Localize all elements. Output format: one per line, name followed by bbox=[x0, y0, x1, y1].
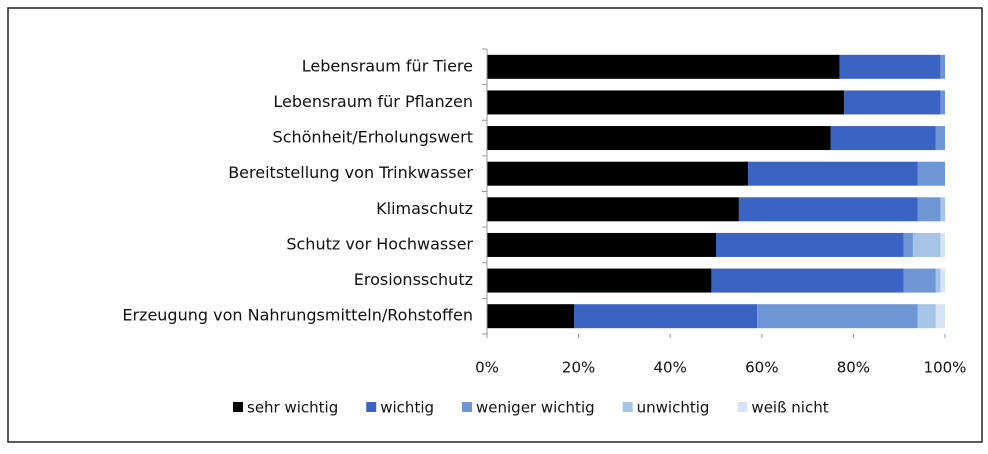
legend-label: weiß nicht bbox=[751, 399, 828, 417]
legend-swatch bbox=[462, 402, 473, 412]
x-tick-label: 20% bbox=[562, 359, 595, 377]
bar-segment bbox=[487, 90, 845, 115]
bar-segment bbox=[917, 161, 945, 186]
bar-segment bbox=[844, 90, 941, 115]
x-tick-label: 40% bbox=[654, 359, 687, 377]
y-tick-label: Schutz vor Hochwasser bbox=[286, 234, 473, 253]
bar-segment bbox=[738, 197, 918, 222]
x-tick-label: 80% bbox=[837, 359, 870, 377]
bar-segment bbox=[487, 197, 739, 222]
y-tick-label: Schönheit/Erholungswert bbox=[273, 128, 473, 147]
y-tick-label: Lebensraum für Tiere bbox=[302, 56, 473, 75]
legend-swatch bbox=[366, 402, 377, 412]
bar-segment bbox=[748, 161, 918, 186]
bar-segment bbox=[917, 304, 936, 329]
bar-segment bbox=[487, 232, 716, 257]
bar-segment bbox=[940, 54, 945, 79]
bar-segment bbox=[574, 304, 758, 329]
bar-segment bbox=[940, 268, 945, 293]
y-tick-label: Erosionsschutz bbox=[354, 270, 473, 289]
x-tick-label: 100% bbox=[924, 359, 967, 377]
y-tick-label: Klimaschutz bbox=[376, 199, 473, 218]
bar-segment bbox=[935, 268, 941, 293]
bar-segment bbox=[940, 232, 945, 257]
bar-segment bbox=[935, 304, 945, 329]
y-tick-label: Lebensraum für Pflanzen bbox=[273, 92, 473, 111]
bar-segment bbox=[487, 161, 749, 186]
legend-label: unwichtig bbox=[637, 399, 710, 417]
bar-segment bbox=[716, 232, 904, 257]
bar-segment bbox=[935, 126, 945, 151]
x-tick-label: 0% bbox=[475, 359, 499, 377]
x-tick-label: 60% bbox=[745, 359, 778, 377]
bar-segment bbox=[487, 304, 575, 329]
legend-swatch bbox=[737, 402, 748, 412]
bar-segment bbox=[912, 232, 941, 257]
legend-swatch bbox=[622, 402, 633, 412]
y-tick-label: Bereitstellung von Trinkwasser bbox=[228, 163, 473, 182]
legend-swatch bbox=[233, 402, 243, 412]
chart-frame bbox=[7, 7, 983, 443]
y-tick-label: Erzeugung von Nahrungsmitteln/Rohstoffen bbox=[122, 306, 473, 325]
bar-segment bbox=[757, 304, 918, 329]
bar-segment bbox=[917, 197, 941, 222]
bar-segment bbox=[487, 54, 840, 79]
bar-segment bbox=[487, 268, 712, 293]
bar-segment bbox=[830, 126, 936, 151]
legend-label: sehr wichtig bbox=[247, 399, 338, 417]
bar-segment bbox=[839, 54, 941, 79]
legend-label: weniger wichtig bbox=[476, 399, 595, 417]
bar-segment bbox=[487, 126, 831, 151]
bar-segment bbox=[940, 90, 945, 115]
bar-segment bbox=[940, 197, 945, 222]
bar-segment bbox=[903, 268, 936, 293]
legend-label: wichtig bbox=[380, 399, 434, 417]
bar-segment bbox=[711, 268, 904, 293]
bar-segment bbox=[903, 232, 913, 257]
